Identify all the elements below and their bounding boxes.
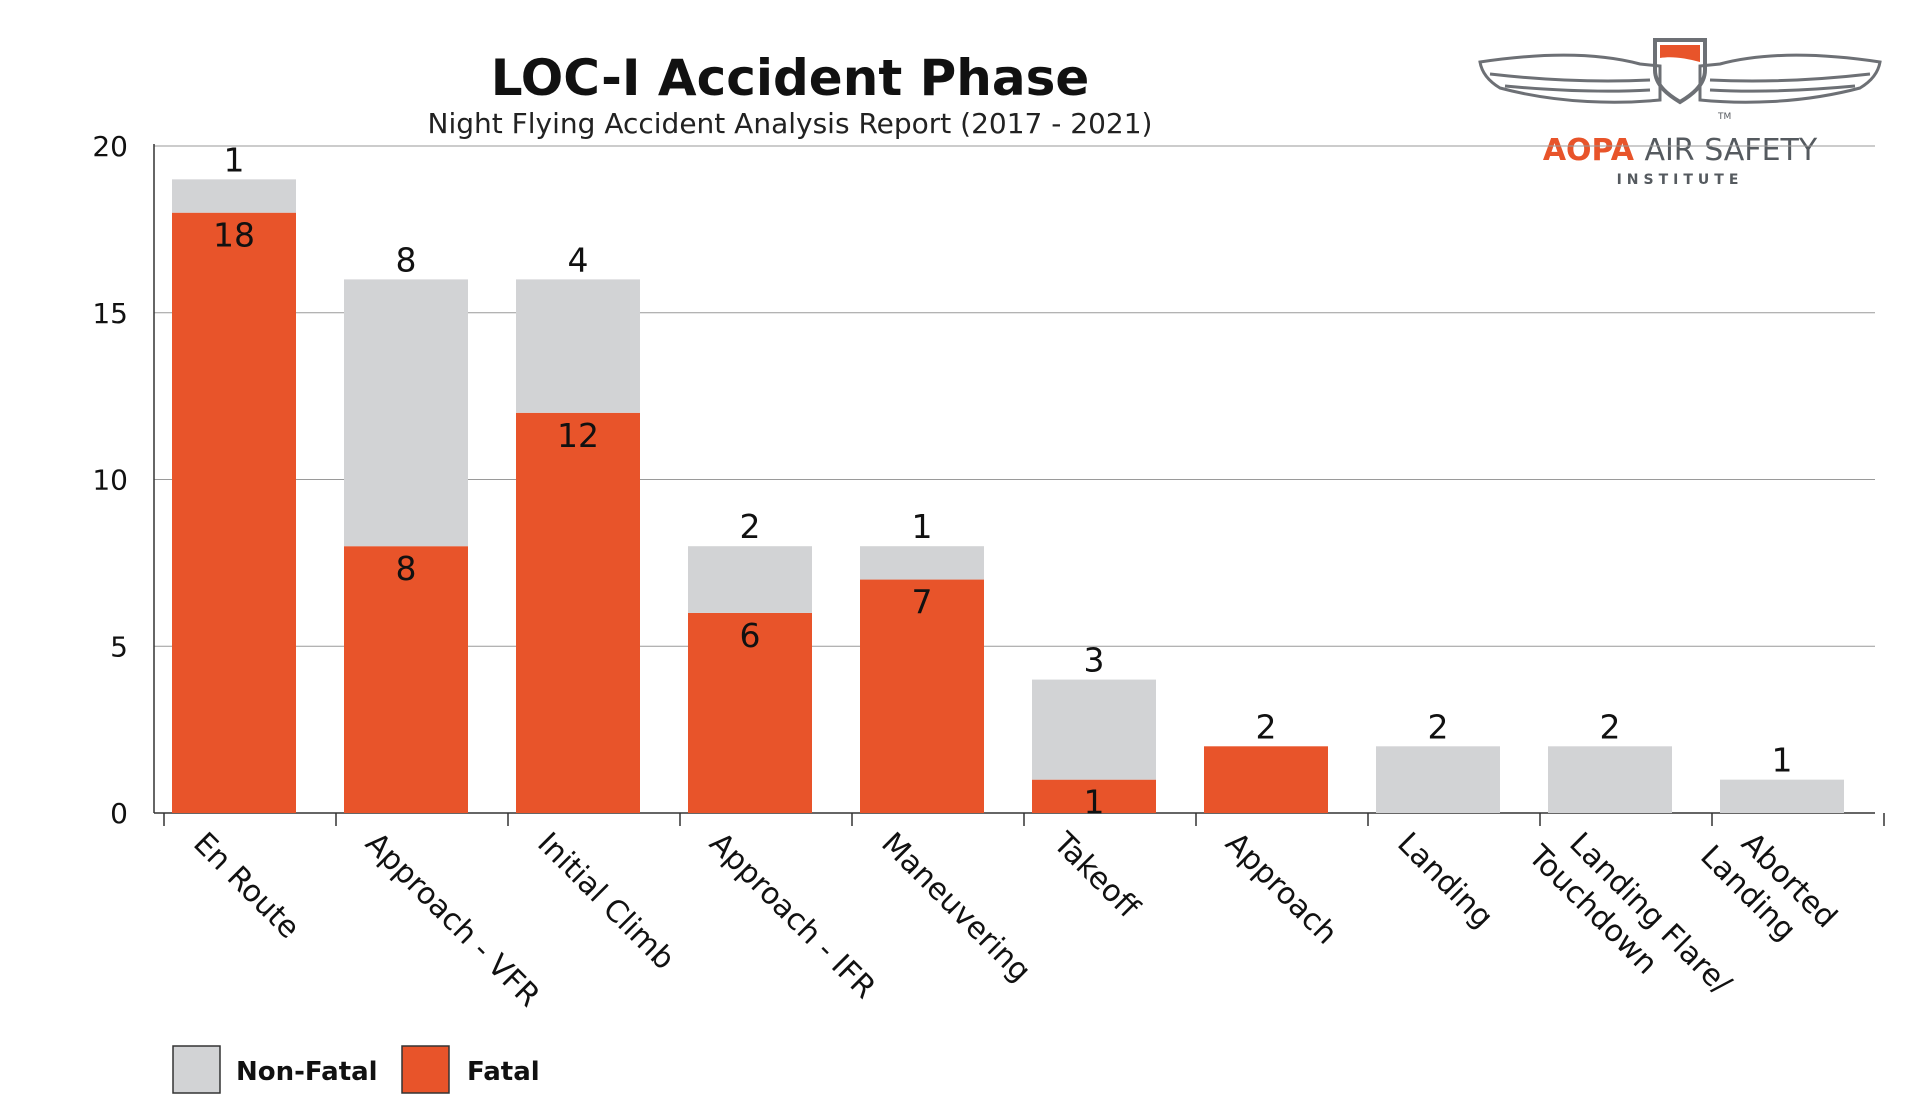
- logo-name: AIR SAFETY: [1644, 133, 1817, 168]
- x-tick-label: Approach - IFR: [702, 826, 882, 1006]
- bar-fatal: [860, 579, 984, 813]
- x-tick-label: Maneuvering: [874, 826, 1037, 989]
- x-tick-label-line: Landing: [1390, 826, 1499, 935]
- y-tick-label: 10: [92, 464, 128, 497]
- data-label-non-fatal: 1: [1772, 741, 1793, 780]
- data-label-non-fatal: 8: [396, 240, 417, 279]
- chart-subtitle: Night Flying Accident Analysis Report (2…: [428, 107, 1153, 140]
- data-label-fatal: 2: [1256, 707, 1277, 746]
- x-tick-label: En Route: [186, 826, 306, 946]
- bar-fatal: [1204, 746, 1328, 813]
- y-tick-label: 5: [110, 630, 128, 663]
- bar-non-fatal: [688, 546, 812, 613]
- data-label-fatal: 6: [740, 616, 761, 655]
- bar-fatal: [344, 546, 468, 813]
- x-tick-label-line: Approach: [1218, 826, 1344, 952]
- data-label-non-fatal: 2: [740, 507, 761, 546]
- x-tick-label-line: Approach - IFR: [702, 826, 882, 1006]
- aopa-logo: TM AOPA AIR SAFETY INSTITUTE: [1478, 38, 1882, 188]
- bar-non-fatal: [1720, 779, 1844, 813]
- y-tick-label: 0: [110, 797, 128, 830]
- bar-non-fatal: [172, 179, 296, 213]
- bar-non-fatal: [860, 546, 984, 580]
- legend-swatch-non-fatal: [172, 1045, 221, 1094]
- x-tick-label-line: Initial Climb: [530, 826, 681, 977]
- bar-non-fatal: [1032, 679, 1156, 780]
- data-label-fatal: 8: [396, 549, 417, 588]
- legend-label-fatal: Fatal: [467, 1057, 540, 1087]
- x-tick-label: Takeoff: [1046, 825, 1147, 926]
- x-tick-label-line: Takeoff: [1046, 825, 1147, 926]
- logo-sub: INSTITUTE: [1617, 172, 1744, 188]
- logo-trademark: TM: [1717, 112, 1731, 122]
- data-label-non-fatal: 2: [1428, 707, 1449, 746]
- data-label-non-fatal: 1: [224, 140, 245, 179]
- wings-emblem-icon: [1478, 38, 1882, 105]
- svg-text:AOPA AIR SAFETY: AOPA AIR SAFETY: [1543, 133, 1818, 168]
- legend: Non-Fatal Fatal: [172, 1045, 540, 1094]
- data-label-non-fatal: 4: [568, 240, 589, 279]
- data-label-fatal: 18: [213, 216, 255, 255]
- x-tick-label-line: En Route: [186, 826, 306, 946]
- bar-fatal: [516, 412, 640, 813]
- x-tick-label-line: Maneuvering: [874, 826, 1037, 989]
- bar-fatal: [1032, 779, 1156, 813]
- chart-title: LOC-I Accident Phase: [491, 49, 1090, 107]
- bar-fatal: [172, 212, 296, 813]
- y-tick-label: 15: [92, 297, 128, 330]
- data-label-fatal: 12: [557, 416, 599, 455]
- data-label-fatal: 7: [912, 583, 933, 622]
- x-tick-label: Approach - VFR: [358, 826, 546, 1014]
- legend-label-non-fatal: Non-Fatal: [236, 1057, 378, 1087]
- x-tick-label-line: Approach - VFR: [358, 826, 546, 1014]
- x-tick-label: Landing: [1390, 826, 1499, 935]
- data-label-non-fatal: 2: [1600, 707, 1621, 746]
- x-tick-label: Landing Flare/Touchdown: [1521, 811, 1739, 1029]
- x-tick-label: Initial Climb: [530, 826, 681, 977]
- shield-accent-icon: [1660, 45, 1700, 62]
- data-label-non-fatal: 1: [912, 507, 933, 546]
- y-tick-label: 20: [92, 130, 128, 163]
- x-tick-label: Approach: [1218, 826, 1344, 952]
- x-tick-label: AbortedLanding: [1693, 812, 1843, 962]
- legend-swatch-fatal: [401, 1045, 450, 1094]
- data-label-non-fatal: 3: [1084, 641, 1105, 680]
- bar-non-fatal: [1548, 746, 1672, 813]
- bar-non-fatal: [1376, 746, 1500, 813]
- bar-non-fatal: [344, 279, 468, 547]
- data-label-fatal: 1: [1084, 783, 1105, 822]
- bar-fatal: [688, 612, 812, 813]
- bar-non-fatal: [516, 279, 640, 413]
- logo-brand: AOPA: [1543, 133, 1635, 168]
